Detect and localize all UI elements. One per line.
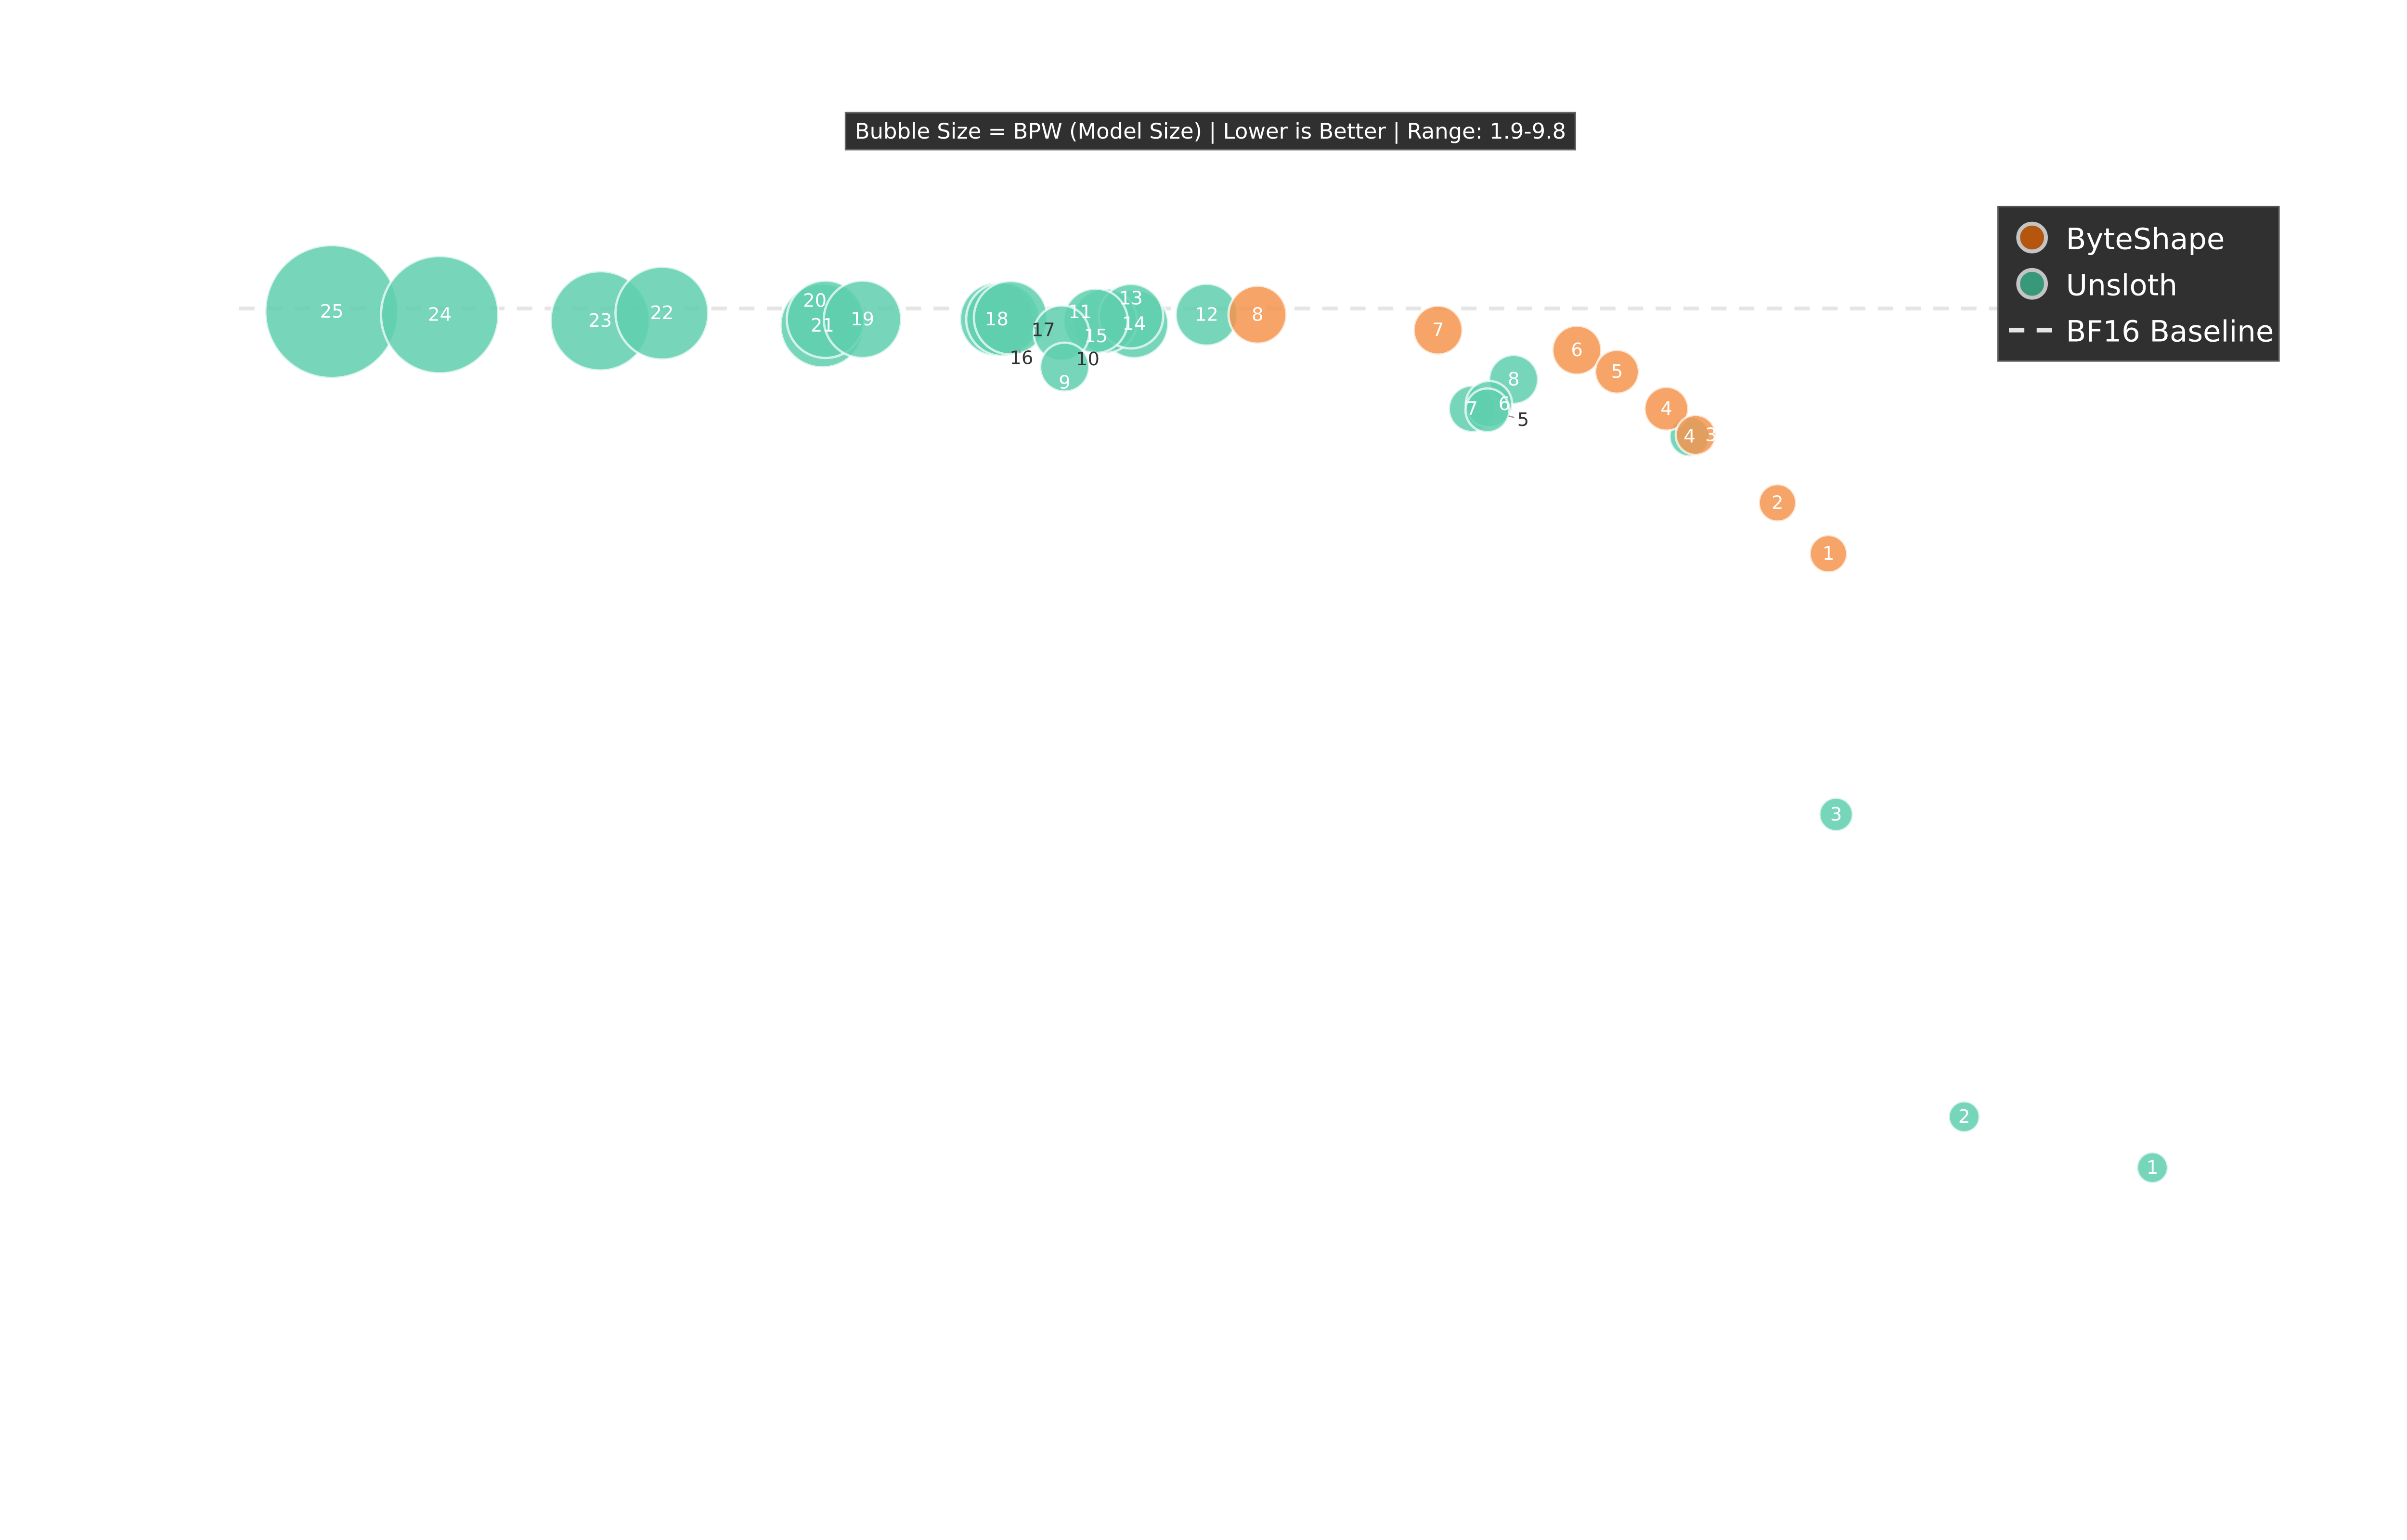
byteshape-bubble-2[interactable] <box>1758 483 1798 523</box>
unsloth-bubble-9[interactable] <box>1039 341 1090 393</box>
chart-subtitle: Bubble Size = BPW (Model Size) | Lower i… <box>855 118 1566 144</box>
unsloth-bubble-3[interactable] <box>1818 796 1854 833</box>
unsloth-marker-icon <box>2016 268 2048 300</box>
byteshape-bubble-3[interactable] <box>1674 414 1717 456</box>
legend-item-baseline[interactable]: BF16 Baseline <box>2009 315 2274 349</box>
unsloth-label-leader-16 <box>1018 349 1021 354</box>
label-leader-lines-layer <box>1018 327 1514 418</box>
unsloth-label-leader-5 <box>1508 415 1514 418</box>
subtitle-box: Bubble Size = BPW (Model Size) | Lower i… <box>844 112 1577 151</box>
unsloth-bubble-5[interactable] <box>1464 387 1511 434</box>
legend-item-unsloth[interactable]: Unsloth <box>2016 268 2177 302</box>
bubbles-layer <box>264 244 2169 1184</box>
unsloth-bubble-24[interactable] <box>380 255 500 375</box>
unsloth-bubble-25[interactable] <box>264 244 400 379</box>
unsloth-label-leader-17 <box>1034 327 1039 330</box>
byteshape-bubble-4[interactable] <box>1643 385 1690 432</box>
unsloth-bubble-1[interactable] <box>2135 1151 2169 1184</box>
byteshape-marker-icon <box>2016 221 2048 254</box>
byteshape-bubble-6[interactable] <box>1551 324 1603 376</box>
byteshape-bubble-8[interactable] <box>1227 284 1288 345</box>
unsloth-bubble-label-5: 5 <box>1517 409 1529 431</box>
legend-label-unsloth: Unsloth <box>2066 268 2177 302</box>
byteshape-bubble-7[interactable] <box>1412 304 1464 356</box>
legend-item-byteshape[interactable]: ByteShape <box>2016 221 2225 256</box>
unsloth-bubble-2[interactable] <box>1947 1100 1981 1133</box>
unsloth-bubble-19[interactable] <box>822 279 903 359</box>
byteshape-bubble-1[interactable] <box>1808 534 1849 574</box>
legend: ByteShape Unsloth BF16 Baseline <box>1997 205 2280 362</box>
legend-label-baseline: BF16 Baseline <box>2066 315 2274 349</box>
unsloth-bubble-22[interactable] <box>614 265 710 361</box>
byteshape-bubble-5[interactable] <box>1594 348 1640 395</box>
legend-label-byteshape: ByteShape <box>2066 222 2225 256</box>
